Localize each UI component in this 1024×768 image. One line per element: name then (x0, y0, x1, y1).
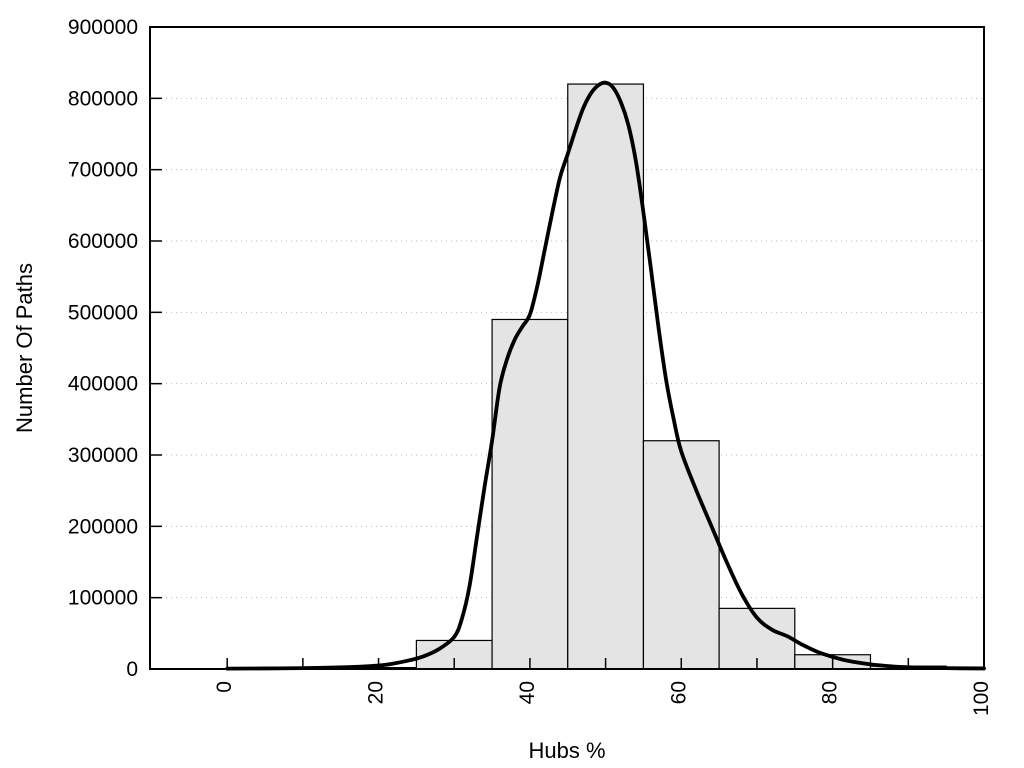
x-tick-label: 20 (365, 681, 388, 704)
y-tick-label: 500000 (68, 301, 138, 324)
y-tick-label: 700000 (68, 159, 138, 182)
x-tick-label: 80 (819, 681, 842, 704)
y-tick-label: 400000 (68, 373, 138, 396)
x-tick-label: 60 (667, 681, 690, 704)
plot-border (149, 26, 985, 670)
histogram-bar (642, 440, 720, 670)
x-tick-label: 0 (213, 681, 236, 693)
y-tick-label: 900000 (68, 16, 138, 39)
frequency-curve (225, 80, 986, 671)
y-tick-label: 100000 (68, 587, 138, 610)
y-axis-title: Number Of Paths (12, 263, 37, 433)
y-tick-label: 0 (126, 658, 138, 681)
tick-labels: 0 100000 200000 300000 400000 500000 600000 700… (68, 16, 993, 716)
y-tick-label: 800000 (68, 87, 138, 110)
axes-and-ticks (149, 26, 985, 670)
frequency-curve-path (225, 80, 986, 671)
histogram-bar (567, 83, 645, 670)
histogram-bars (340, 83, 947, 670)
histogram-bar (491, 318, 569, 670)
y-tick-label: 300000 (68, 444, 138, 467)
x-axis-title: Hubs % (528, 738, 605, 763)
x-tick-label: 100 (970, 681, 993, 716)
x-tick-label: 40 (516, 681, 539, 704)
y-tick-label: 200000 (68, 515, 138, 538)
y-tick-label: 600000 (68, 230, 138, 253)
